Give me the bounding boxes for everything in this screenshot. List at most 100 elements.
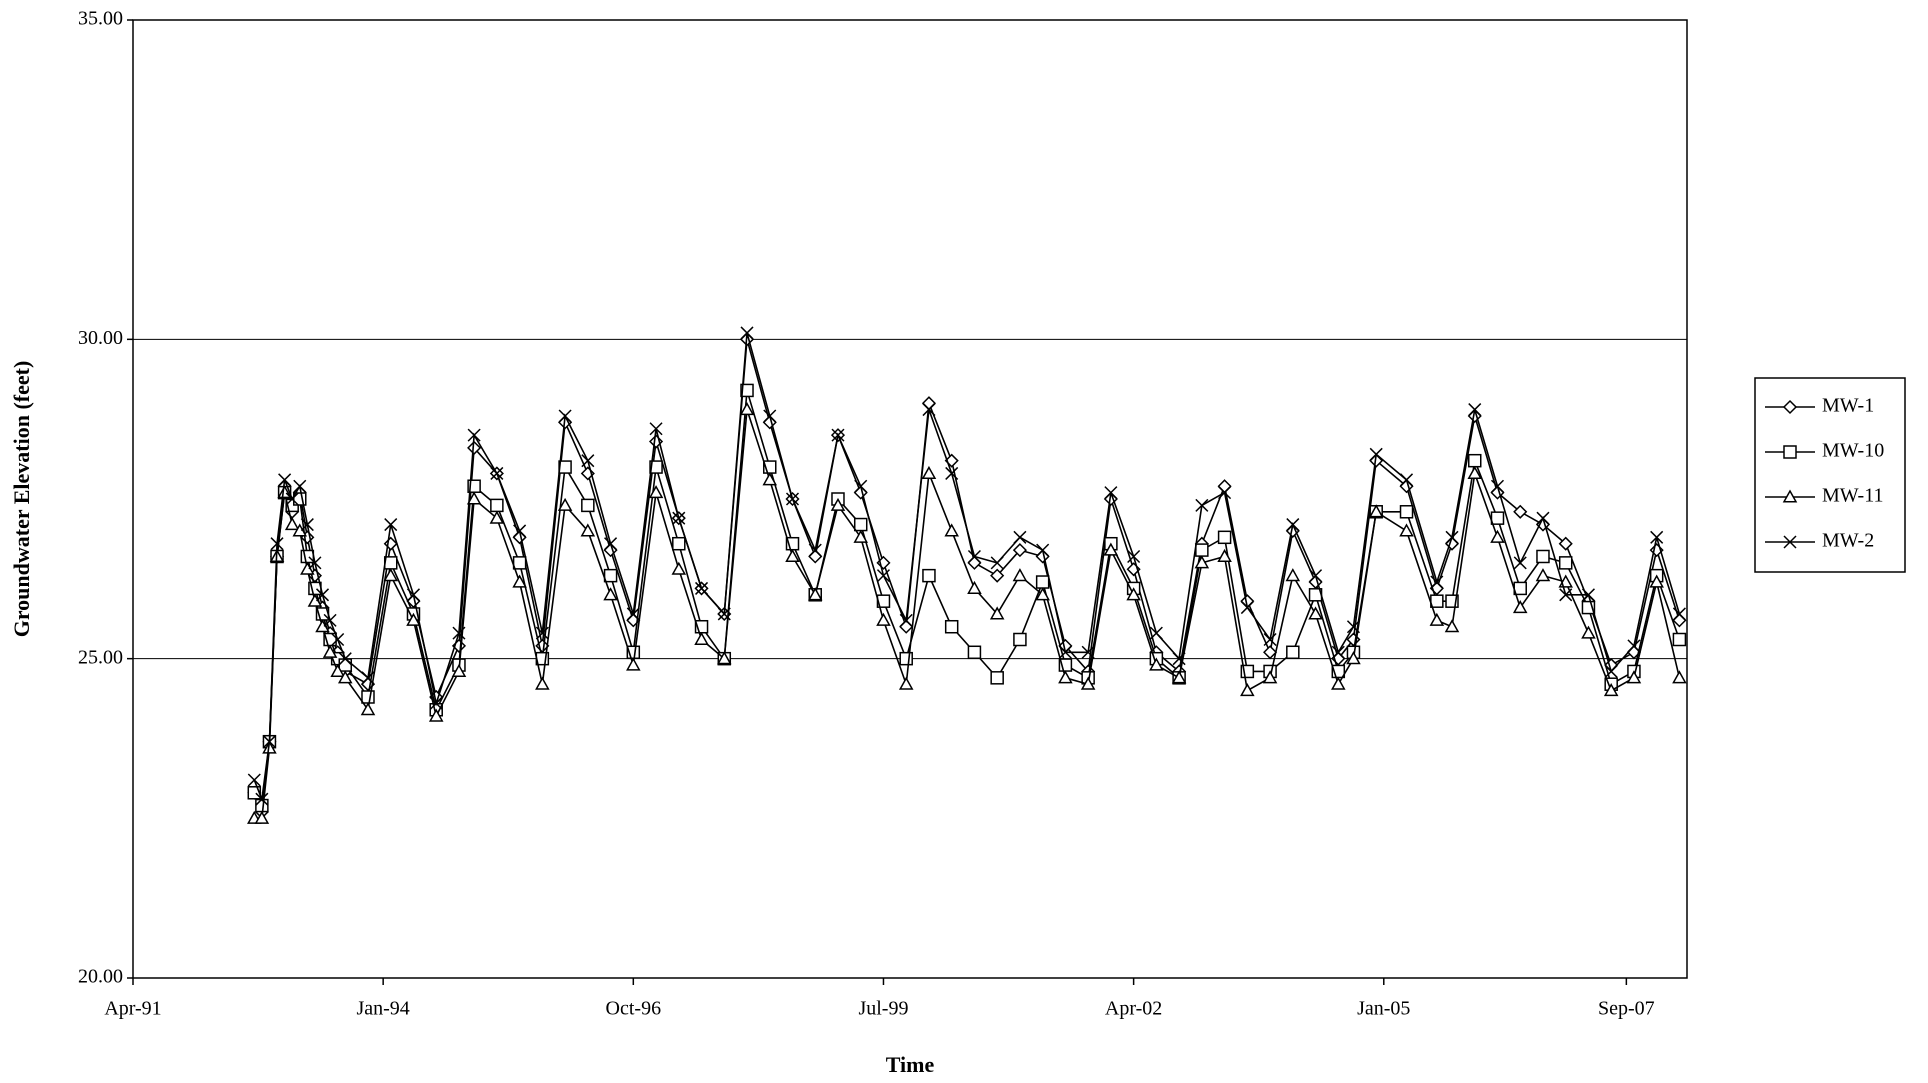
marker [513,524,527,538]
y-tick-label: 25.00 [78,646,123,668]
marker [1467,453,1482,468]
marker [300,561,315,575]
y-tick-label: 20.00 [78,966,123,988]
marker [967,549,981,564]
marker [315,619,330,633]
marker [1103,542,1119,556]
marker [1308,606,1323,620]
legend-label: MW-11 [1822,485,1883,507]
plot-frame [132,19,1688,979]
marker [1627,639,1641,653]
marker [360,702,376,716]
marker [990,556,1004,570]
marker [1513,504,1528,519]
marker [452,626,466,640]
marker [270,537,284,551]
marker [467,428,481,442]
marker [1346,620,1360,634]
marker [1012,568,1028,582]
marker [307,593,323,607]
marker [854,479,868,493]
marker [1445,530,1459,544]
x-axis-title: Time [886,1052,935,1077]
marker [1536,549,1550,564]
x-tick-label: Apr-91 [104,998,161,1020]
marker [740,326,754,340]
marker [921,396,937,411]
marker [603,587,618,601]
marker [406,588,421,602]
marker [1536,511,1550,525]
x-tick-label: Jul-99 [858,998,908,1020]
marker [278,473,292,487]
marker [967,580,982,594]
marker [1262,670,1278,684]
marker [967,555,982,570]
marker [762,472,778,486]
marker [671,561,687,575]
marker [898,676,914,690]
marker [406,612,421,626]
marker [1195,498,1209,512]
marker [899,651,913,666]
marker [1512,600,1528,614]
x-tick-label: Jan-94 [356,998,409,1020]
x-tick-label: Sep-07 [1598,998,1655,1020]
marker [967,645,982,660]
y-tick-label: 35.00 [78,8,123,30]
marker [1035,587,1050,601]
marker [535,626,549,640]
marker [1195,543,1209,557]
marker [323,613,337,627]
marker [1263,645,1278,660]
marker [695,581,709,595]
marker [1513,556,1527,570]
marker [1309,569,1323,583]
y-axis-title: Groundwater Elevation (feet) [9,361,34,638]
marker [361,690,375,704]
marker [922,568,936,583]
marker [808,549,823,564]
marker [383,556,398,570]
marker [1104,486,1118,500]
marker [1217,479,1232,494]
marker [293,479,307,493]
marker [626,607,640,621]
marker [285,492,299,506]
marker [338,652,352,666]
marker [1399,473,1414,487]
marker [581,498,595,513]
marker [1649,574,1664,588]
marker [899,619,914,634]
marker [853,517,868,532]
marker [1331,645,1345,659]
marker [1080,676,1096,690]
marker [1399,505,1414,519]
x-tick-label: Apr-02 [1105,998,1162,1020]
marker [330,663,345,677]
marker [428,708,444,722]
marker [322,644,338,658]
marker [922,403,936,417]
marker [603,568,618,583]
marker [1672,607,1686,621]
marker [1286,518,1300,532]
marker [1058,645,1072,659]
marker [1626,670,1642,684]
marker [626,657,641,671]
marker [1444,619,1460,633]
marker [255,792,269,806]
marker [512,574,527,588]
marker [1263,632,1277,647]
marker [1286,645,1300,660]
marker [338,658,353,672]
marker [989,606,1005,620]
marker [831,428,845,442]
marker [247,773,261,787]
marker [1149,626,1163,640]
marker [1171,670,1187,684]
marker [785,548,800,563]
marker [672,511,686,525]
marker [1672,613,1687,628]
